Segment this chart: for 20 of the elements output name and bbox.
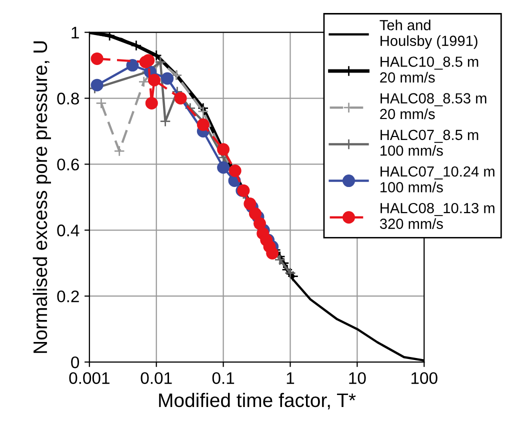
y-tick-label: 0	[71, 356, 80, 368]
y-tick-label: 0.8	[57, 92, 79, 104]
legend-label: HALC07_8.5 m 100 mm/s	[380, 130, 478, 156]
x-axis-title: Modified time factor, T*	[159, 392, 356, 410]
y-tick-label: 0.2	[57, 290, 79, 302]
x-tick-label: 10	[349, 372, 366, 384]
x-tick-label: 100	[412, 372, 438, 384]
y-tick-label: 1	[72, 26, 79, 38]
y-tick-label: 0.4	[57, 224, 80, 236]
x-tick-label: 1	[286, 372, 294, 384]
y-tick-label: 0.6	[57, 158, 79, 170]
legend-label: HALC10_8.5 m 20 mm/s	[380, 56, 478, 83]
y-axis-title: Normalised excess pore pressure, U	[32, 41, 51, 353]
legend-label: Teh and Houlsby (1991)	[380, 20, 478, 49]
x-tick-label: 0.001	[69, 372, 110, 384]
legend-label: HALC08_8.53 m 20 mm/s	[380, 93, 486, 120]
x-tick-label: 0.01	[140, 372, 172, 384]
x-tick-label: 0.1	[212, 372, 234, 384]
legend-label: HALC07_10.24 m 100 mm/s	[380, 166, 494, 192]
legend-label: HALC08_10.13 m 320 mm/s	[380, 202, 494, 229]
